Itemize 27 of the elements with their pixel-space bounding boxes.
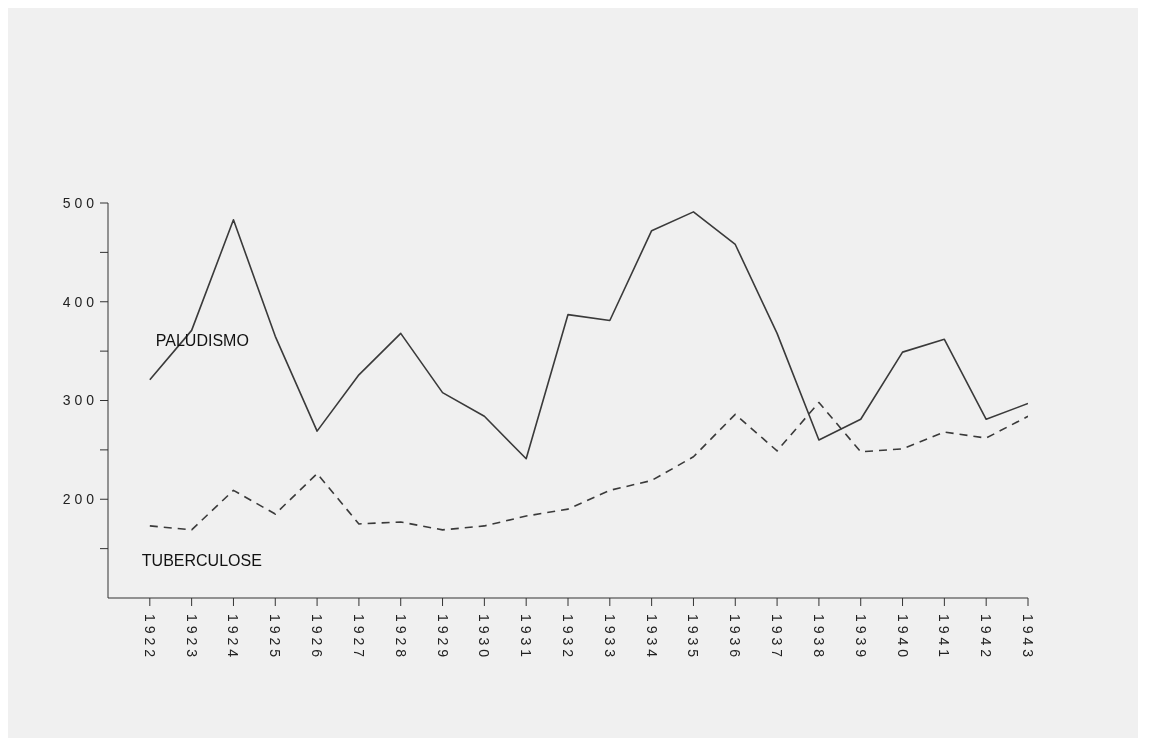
x-tick-label: 1939: [852, 614, 869, 662]
x-tick-label: 1934: [643, 614, 660, 662]
x-tick-label: 1926: [309, 614, 326, 662]
x-tick-label: 1932: [560, 614, 576, 662]
x-tick-label: 1941: [936, 614, 953, 662]
x-tick-label: 1940: [894, 614, 911, 662]
x-tick-label: 1943: [1020, 614, 1036, 662]
x-tick-label: 1931: [518, 614, 535, 662]
x-tick-label: 1923: [183, 614, 200, 662]
x-tick-label: 1929: [434, 614, 451, 662]
x-tick-label: 1935: [685, 614, 702, 662]
x-tick-label: 1933: [601, 614, 618, 662]
x-tick-label: 1927: [350, 614, 367, 662]
x-tick-label: 1937: [769, 614, 786, 662]
x-tick-label: 1938: [810, 614, 827, 662]
x-tick-label: 1922: [141, 614, 158, 662]
y-tick-label: 200: [62, 491, 98, 508]
x-tick-label: 1925: [267, 614, 284, 662]
y-tick-label: 300: [62, 392, 98, 409]
series-label: TUBERCULOSE: [141, 551, 262, 569]
y-tick-label: 500: [62, 194, 98, 211]
y-tick-label: 400: [62, 293, 98, 310]
x-tick-label: 1928: [392, 614, 409, 662]
x-tick-label: 1942: [978, 614, 995, 662]
x-tick-label: 1924: [225, 614, 242, 662]
x-tick-label: 1930: [476, 614, 493, 662]
x-tick-label: 1936: [727, 614, 744, 662]
